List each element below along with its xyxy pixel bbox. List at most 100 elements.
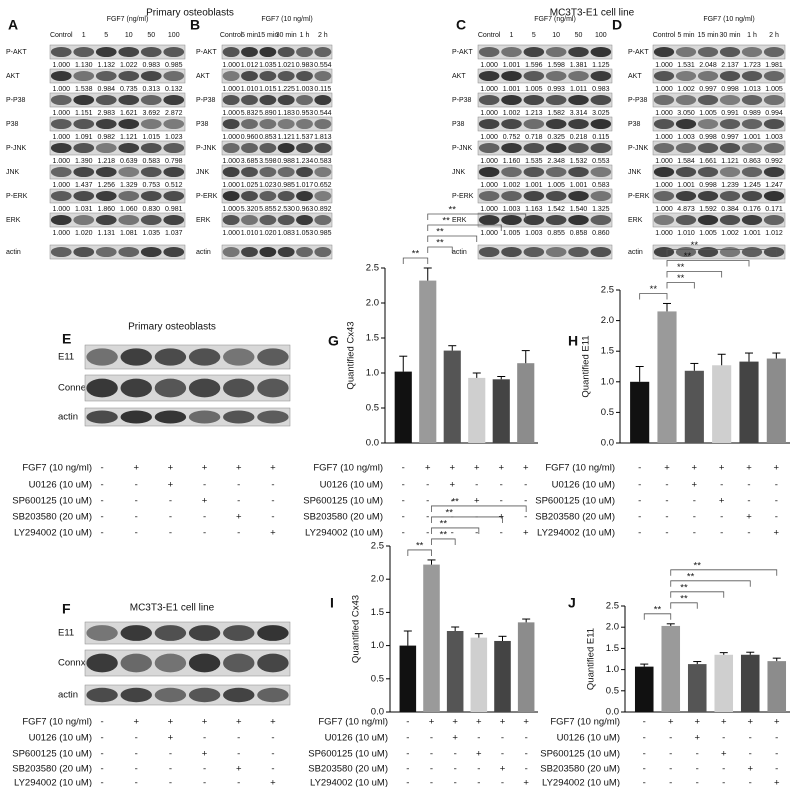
quant-value: 1.020: [259, 230, 277, 237]
significance-bracket: [431, 538, 456, 545]
row-label: P-P38: [628, 97, 648, 104]
treatment-sign: -: [237, 496, 240, 507]
treatment-sign: +: [236, 512, 242, 523]
significance-label: **: [677, 262, 685, 273]
treatment-name: LY294002 (10 uM): [14, 778, 92, 787]
treatment-sign: +: [746, 463, 752, 474]
quant-value: 1.723: [743, 62, 761, 69]
blot-band: [277, 70, 295, 82]
row-label: ERK: [628, 217, 643, 224]
blot-band: [545, 214, 567, 226]
blot-band: [95, 70, 117, 82]
significance-label: **: [687, 571, 695, 582]
bar: [630, 381, 650, 443]
treatment-sign: -: [747, 528, 750, 539]
blot-band: [763, 118, 785, 130]
blot-band: [73, 214, 95, 226]
treatment-sign: -: [237, 778, 240, 787]
blot-band: [719, 214, 741, 226]
quant-value: 1.000: [655, 62, 673, 69]
treatment-sign: +: [500, 764, 506, 775]
significance-label: **: [677, 273, 685, 284]
quant-value: 1.000: [480, 86, 498, 93]
bar: [634, 666, 654, 712]
blot-band: [697, 190, 719, 202]
treatment-sign: -: [722, 733, 725, 744]
treatment-sign: -: [169, 528, 172, 539]
lane-label: 5: [532, 32, 536, 39]
gel-title: Primary osteoblasts: [128, 322, 216, 333]
quant-value: 1.002: [721, 230, 739, 237]
blot-band: [241, 166, 258, 178]
quant-value: 1.247: [765, 182, 783, 189]
treatment-sign: -: [638, 496, 641, 507]
quant-value: 0.544: [314, 110, 332, 117]
quant-value: 1.001: [743, 230, 761, 237]
blot-band: [653, 246, 675, 258]
blot-band: [118, 46, 140, 58]
quant-value: 0.993: [547, 86, 565, 93]
y-tick-label: 0.0: [371, 707, 384, 718]
treatment-sign: -: [747, 496, 750, 507]
significance-bracket: [666, 282, 695, 289]
blot-band: [95, 142, 117, 154]
treatment-sign: +: [523, 528, 529, 539]
quant-value: 1.121: [277, 134, 295, 141]
blot-band: [140, 166, 162, 178]
treatment-sign: -: [169, 512, 172, 523]
blot-band: [154, 410, 187, 424]
blot-band: [719, 46, 741, 58]
blot-band: [296, 246, 313, 258]
quant-value: 1.000: [222, 134, 240, 141]
significance-bracket: [427, 235, 478, 242]
blot-band: [545, 118, 567, 130]
treatment-sign: -: [638, 463, 641, 474]
treatment-sign: -: [638, 480, 641, 491]
treatment-sign: +: [500, 717, 506, 728]
bar: [517, 622, 535, 712]
quant-value: 1.017: [296, 182, 314, 189]
quant-value: 1.437: [75, 182, 93, 189]
quant-value: 1.035: [259, 62, 277, 69]
quant-value: 1.003: [503, 206, 521, 213]
quant-value: 1.000: [52, 110, 70, 117]
quant-value: 1.005: [765, 86, 783, 93]
quant-value: 0.998: [699, 182, 717, 189]
treatment-sign: -: [237, 528, 240, 539]
row-label: P-P38: [452, 97, 472, 104]
treatment-name: SB203580 (20 uM): [540, 764, 620, 775]
blot-band: [188, 378, 221, 398]
blot-band: [697, 142, 719, 154]
quant-value: 2.872: [165, 110, 183, 117]
lane-label: 10: [552, 32, 560, 39]
blot-band: [223, 653, 255, 673]
blot-band: [257, 625, 289, 641]
blot-band: [545, 142, 567, 154]
significance-label: **: [416, 540, 424, 551]
lane-label: 1: [510, 32, 514, 39]
quant-value: 2.048: [699, 62, 717, 69]
treatment-sign: +: [476, 717, 482, 728]
blot-band: [590, 246, 612, 258]
blot-band: [120, 687, 152, 703]
lane-label: 2 h: [318, 32, 328, 39]
blot-band: [259, 70, 277, 82]
treatment-sign: -: [475, 480, 478, 491]
quant-value: 0.115: [592, 134, 609, 141]
quant-value: 0.985: [165, 62, 183, 69]
treatment-sign: +: [523, 463, 529, 474]
blot-band: [50, 246, 72, 258]
blot-band: [296, 190, 313, 202]
panel-letter: C: [456, 17, 466, 33]
blot-band: [296, 94, 313, 106]
treatment-sign: -: [696, 778, 699, 787]
blot-band: [545, 46, 567, 58]
bar: [419, 280, 437, 443]
blot-band: [675, 142, 697, 154]
lane-label: 1: [82, 32, 86, 39]
treatment-sign: -: [135, 480, 138, 491]
header: Primary osteoblasts: [146, 8, 234, 19]
row-label: ERK: [196, 217, 211, 224]
treatment-name: U0126 (10 uM): [29, 480, 92, 491]
